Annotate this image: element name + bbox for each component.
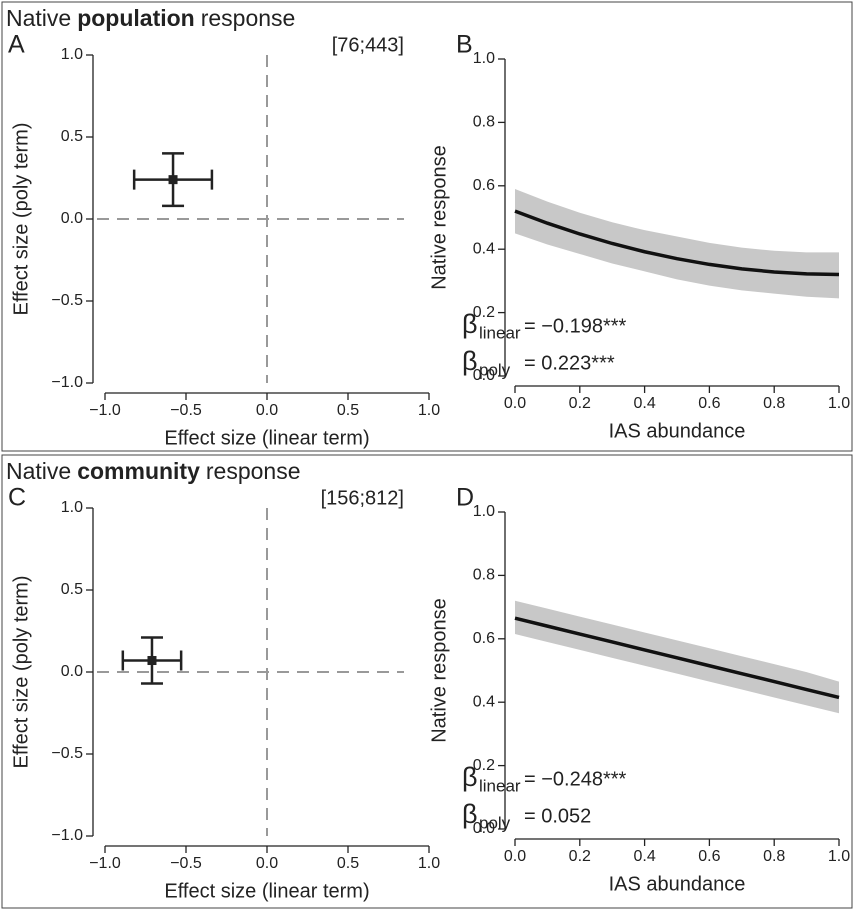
- panel-label: D: [456, 484, 474, 512]
- fit-line: [514, 616, 840, 700]
- panel-label: C: [8, 484, 26, 512]
- y-tick-label: 0.4: [473, 240, 495, 257]
- y-tick-label: 0.5: [61, 128, 83, 145]
- y-tick-label: 0.8: [473, 567, 495, 584]
- x-tick-label: 0.0: [256, 402, 278, 419]
- y-tick-label: 0.2: [473, 757, 495, 774]
- beta-subscript: linear: [479, 323, 521, 342]
- beta-subscript: poly: [479, 813, 511, 832]
- confidence-band: [515, 188, 839, 299]
- y-tick-label: −1.0: [51, 827, 83, 844]
- x-tick-label: 0.0: [504, 848, 526, 865]
- beta-value: = 0.052: [524, 805, 591, 827]
- y-tick-label: 0.0: [61, 663, 83, 680]
- y-tick-label: −1.0: [51, 374, 83, 391]
- beta-symbol: β: [462, 346, 478, 376]
- x-tick-label: 0.5: [337, 855, 359, 872]
- x-axis-title: IAS abundance: [609, 420, 746, 442]
- x-axis-title: Effect size (linear term): [164, 427, 369, 449]
- beta-subscript: linear: [479, 776, 521, 795]
- x-axis-title: IAS abundance: [609, 873, 746, 895]
- panel: B 0.0 0.2 0.4 0.6 0.8 1.0 0.0 0.2 0.4 0.6 0.8 1.0 IAS…: [428, 31, 850, 443]
- x-tick-label: 0.0: [256, 855, 278, 872]
- y-tick-label: 0.0: [61, 210, 83, 227]
- x-tick-label: 0.6: [698, 395, 720, 412]
- y-axis-title: Effect size (poly term): [10, 575, 32, 768]
- sample-size: [156;812]: [321, 487, 404, 509]
- x-tick-label: −0.5: [170, 855, 202, 872]
- x-tick-label: 1.0: [418, 855, 440, 872]
- title-part: Native: [6, 5, 71, 31]
- y-tick-label: 0.5: [61, 581, 83, 598]
- beta-symbol: β: [462, 762, 478, 792]
- x-tick-label: −0.5: [170, 402, 202, 419]
- x-tick-label: 0.2: [569, 395, 591, 412]
- title-part: community: [77, 458, 200, 484]
- x-tick-label: 0.4: [633, 848, 655, 865]
- title-part: response: [201, 5, 296, 31]
- point: [147, 656, 157, 666]
- y-axis-title: Effect size (poly term): [10, 122, 32, 315]
- y-tick-label: 0.2: [473, 304, 495, 321]
- y-tick-label: −0.5: [51, 745, 83, 762]
- x-tick-label: 1.0: [828, 848, 850, 865]
- y-axis-title: Native response: [428, 145, 450, 290]
- x-tick-label: 0.8: [763, 395, 785, 412]
- title-part: response: [206, 458, 301, 484]
- beta-symbol: β: [462, 799, 478, 829]
- beta-subscript: poly: [479, 360, 511, 379]
- title-part: Native: [6, 458, 71, 484]
- section-frame: [1, 1, 853, 452]
- y-tick-label: 1.0: [473, 503, 495, 520]
- beta-value: = −0.248***: [524, 768, 627, 790]
- x-tick-label: 1.0: [418, 402, 440, 419]
- x-tick-label: 0.2: [569, 848, 591, 865]
- x-tick-label: 0.8: [763, 848, 785, 865]
- sample-size: [76;443]: [332, 34, 404, 56]
- beta-value: = −0.198***: [524, 315, 627, 337]
- panel: D 0.0 0.2 0.4 0.6 0.8 1.0 0.0 0.2 0.4 0.6 0.8 1.0 IAS…: [428, 484, 850, 896]
- y-tick-label: −0.5: [51, 292, 83, 309]
- x-tick-label: 0.5: [337, 402, 359, 419]
- y-tick-label: 0.6: [473, 177, 495, 194]
- x-tick-label: 0.6: [698, 848, 720, 865]
- point: [168, 175, 178, 185]
- x-tick-label: 1.0: [828, 395, 850, 412]
- y-tick-label: 0.8: [473, 114, 495, 131]
- y-tick-label: 0.4: [473, 693, 495, 710]
- title-part: population: [77, 5, 195, 31]
- y-tick-label: 1.0: [473, 50, 495, 67]
- section-frame: [1, 454, 853, 909]
- x-tick-label: −1.0: [89, 402, 121, 419]
- x-tick-label: −1.0: [89, 855, 121, 872]
- panel-label: B: [456, 31, 473, 59]
- section-title: Native population response: [6, 5, 295, 31]
- section-title: Native community response: [6, 458, 301, 484]
- x-axis-title: Effect size (linear term): [164, 880, 369, 902]
- beta-value: = 0.223***: [524, 352, 615, 374]
- y-axis-title: Native response: [428, 598, 450, 743]
- y-tick-label: 1.0: [61, 499, 83, 516]
- x-tick-label: 0.0: [504, 395, 526, 412]
- x-tick-label: 0.4: [633, 395, 655, 412]
- panel-label: A: [8, 31, 25, 59]
- y-tick-label: 1.0: [61, 46, 83, 63]
- beta-symbol: β: [462, 309, 478, 339]
- y-tick-label: 0.0: [473, 820, 495, 837]
- y-tick-label: 0.0: [473, 367, 495, 384]
- fit-line: [514, 209, 840, 277]
- y-tick-label: 0.6: [473, 630, 495, 647]
